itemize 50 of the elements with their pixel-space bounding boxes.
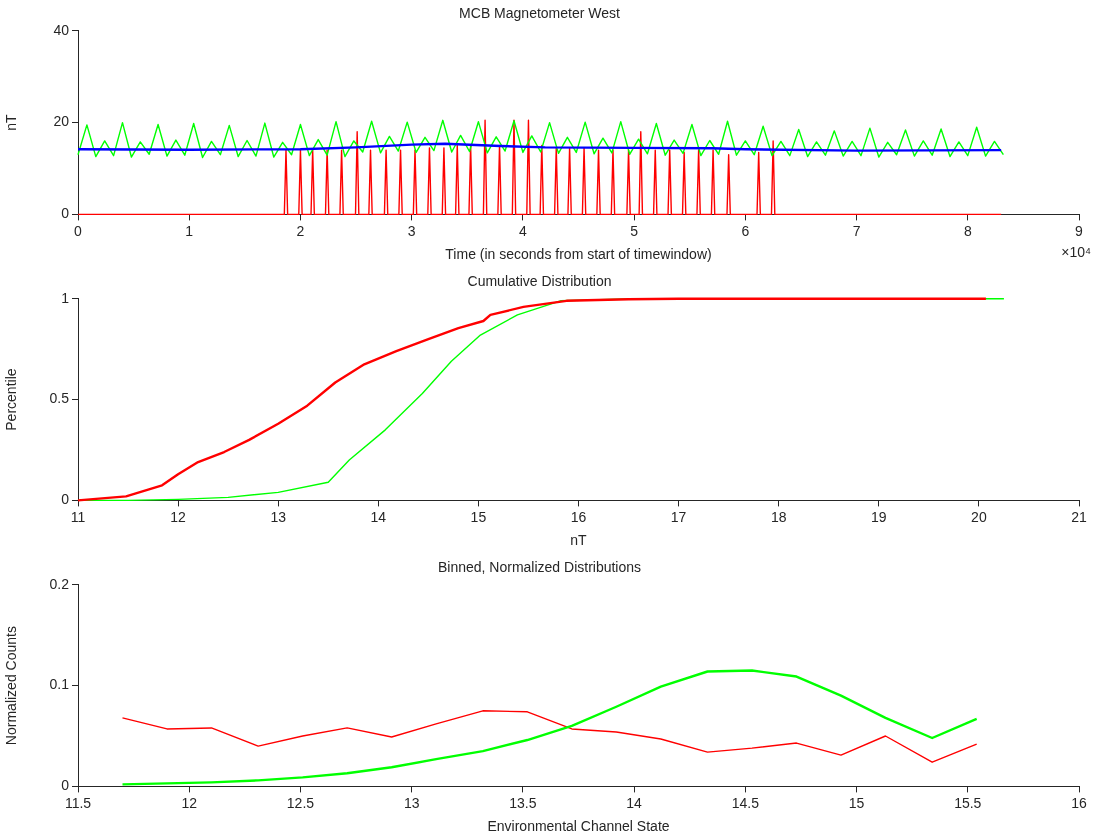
y-tick-label: 40 [53, 21, 70, 38]
x-tick-label: 3 [407, 222, 416, 239]
y-tick-label: 0.1 [49, 676, 70, 693]
y-tick-label: 1 [61, 289, 70, 306]
x-tick-label: 12 [181, 794, 198, 811]
y-tick-label: 0.5 [49, 390, 70, 407]
x-tick-label: 18 [770, 508, 787, 525]
x-tick-label: 6 [741, 222, 750, 239]
x-tick-label: 16 [570, 508, 587, 525]
x-tick-label: 16 [1071, 794, 1087, 811]
x-tick-label: 14 [626, 794, 643, 811]
x-tick-label: 13.5 [509, 794, 537, 811]
x-tick-label: 11.5 [64, 794, 92, 811]
y-tick-label: 0.2 [49, 575, 70, 592]
x-tick-label: 15.5 [954, 794, 982, 811]
x-tick-label: 0 [74, 222, 83, 239]
x-tick-label: 17 [670, 508, 687, 525]
chart-title: MCB Magnetometer West [459, 5, 621, 22]
x-tick-label: 7 [852, 222, 861, 239]
x-axis-title: Environmental Channel State [487, 818, 670, 835]
y-axis-title: Normalized Counts [3, 626, 20, 746]
chart-title: Cumulative Distribution [467, 273, 612, 290]
x-tick-label: 21 [1071, 508, 1087, 525]
x-tick-label: 13 [403, 794, 420, 811]
chart-title: Binned, Normalized Distributions [437, 559, 642, 576]
y-axis-title: nT [3, 113, 20, 131]
y-tick-label: 20 [53, 113, 70, 130]
x-axis-title: nT [570, 532, 588, 549]
x-tick-label: 5 [630, 222, 639, 239]
x-tick-label: 9 [1075, 222, 1084, 239]
text: ×10⁴ [1061, 243, 1091, 260]
x-tick-label: 13 [270, 508, 287, 525]
x-tick-label: 15 [470, 508, 487, 525]
x-tick-label: 12.5 [286, 794, 315, 811]
x-tick-label: 14.5 [731, 794, 760, 811]
x-tick-label: 4 [518, 222, 527, 239]
y-axis-title: Percentile [3, 368, 20, 431]
x-tick-label: 8 [963, 222, 972, 239]
x-axis-title: Time (in seconds from start of timewindow) [445, 246, 712, 263]
x-tick-label: 20 [971, 508, 987, 525]
x-tick-label: 14 [370, 508, 387, 525]
x-tick-label: 2 [296, 222, 305, 239]
x-tick-label: 12 [170, 508, 187, 525]
x-tick-label: 19 [871, 508, 887, 525]
x-tick-label: 15 [848, 794, 865, 811]
x-tick-label: 1 [185, 222, 194, 239]
x-tick-label: 11 [70, 508, 86, 525]
y-tick-label: 0 [61, 777, 70, 794]
y-tick-label: 0 [61, 205, 70, 222]
y-tick-label: 0 [61, 491, 70, 508]
